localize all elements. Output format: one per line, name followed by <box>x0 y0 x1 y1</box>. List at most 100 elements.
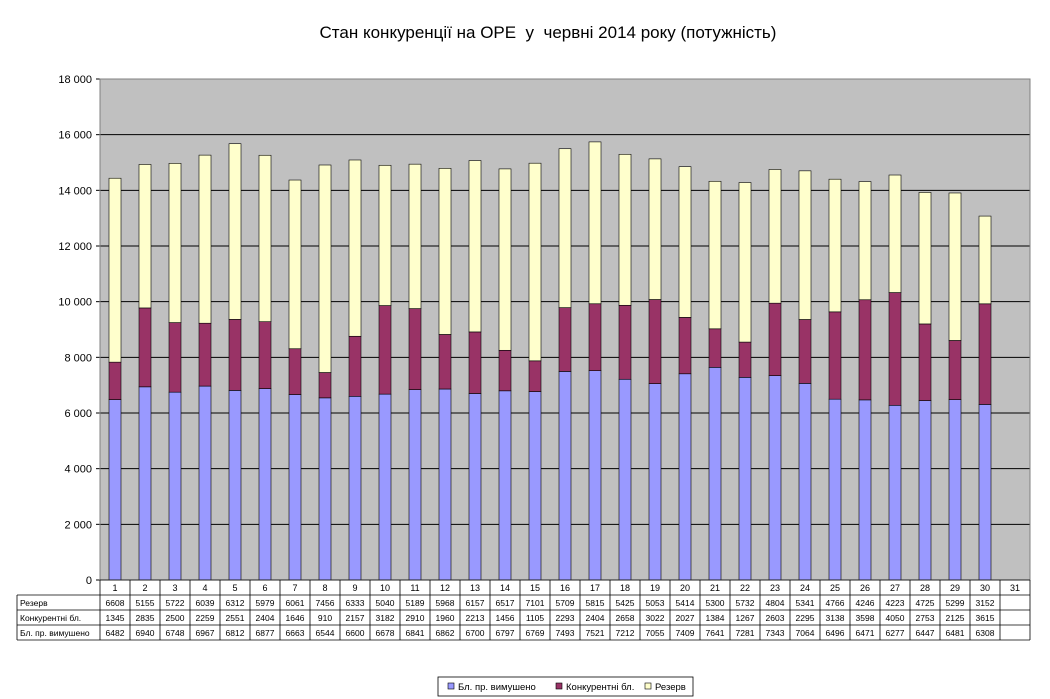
bar-segment-1 <box>528 391 542 581</box>
x-tick-label: 13 <box>470 583 480 593</box>
table-row-label: Бл. пр. вимушено <box>20 628 90 638</box>
bar-segment-3 <box>558 148 572 308</box>
legend-label: Конкурентні бл. <box>566 682 634 693</box>
bar-segment-2 <box>468 331 482 394</box>
bar-segment-3 <box>258 154 272 322</box>
y-tick-label: 14 000 <box>58 185 92 197</box>
x-tick-label: 27 <box>890 583 900 593</box>
data-label: 5979 <box>256 598 275 608</box>
data-label: 6333 <box>346 598 365 608</box>
data-label: 6663 <box>286 628 305 638</box>
bar-segment-1 <box>318 397 332 581</box>
data-label: 6797 <box>496 628 515 638</box>
bar-segment-1 <box>768 375 782 581</box>
data-label: 6940 <box>136 628 155 638</box>
x-tick-label: 19 <box>650 583 660 593</box>
data-label: 1456 <box>496 613 515 623</box>
bar-segment-2 <box>438 334 452 390</box>
data-label: 7409 <box>676 628 695 638</box>
bar-segment-1 <box>168 391 182 581</box>
x-tick-label: 3 <box>172 583 177 593</box>
data-label: 5414 <box>676 598 695 608</box>
data-label: 6877 <box>256 628 275 638</box>
data-label: 910 <box>318 613 332 623</box>
bar-segment-2 <box>198 322 212 387</box>
bar-segment-1 <box>828 398 842 581</box>
bar-segment-1 <box>798 383 812 581</box>
bar-segment-2 <box>318 372 332 399</box>
bar-segment-3 <box>708 180 722 330</box>
bar-segment-3 <box>108 177 122 363</box>
y-tick-label: 2 000 <box>64 519 92 531</box>
bar-segment-2 <box>618 304 632 380</box>
data-label: 5040 <box>376 598 395 608</box>
bar-segment-3 <box>768 169 782 304</box>
legend-box <box>437 676 694 697</box>
data-label: 6748 <box>166 628 185 638</box>
data-label: 5053 <box>646 598 665 608</box>
bar-segment-1 <box>138 386 152 581</box>
bar-segment-3 <box>438 168 452 335</box>
data-label: 2157 <box>346 613 365 623</box>
data-label: 6447 <box>916 628 935 638</box>
bar-segment-1 <box>258 388 272 581</box>
data-label: 2603 <box>766 613 785 623</box>
data-label: 7493 <box>556 628 575 638</box>
data-label: 6544 <box>316 628 335 638</box>
bar-segment-1 <box>468 393 482 581</box>
data-label: 5968 <box>436 598 455 608</box>
legend-label: Резерв <box>655 682 686 693</box>
data-label: 4223 <box>886 598 905 608</box>
data-label: 7212 <box>616 628 635 638</box>
data-label: 5425 <box>616 598 635 608</box>
bar-segment-2 <box>378 305 392 395</box>
x-tick-label: 4 <box>202 583 207 593</box>
data-label: 1646 <box>286 613 305 623</box>
data-label: 6812 <box>226 628 245 638</box>
data-label: 3138 <box>826 613 845 623</box>
x-tick-label: 28 <box>920 583 930 593</box>
data-label: 2125 <box>946 613 965 623</box>
data-label: 4766 <box>826 598 845 608</box>
y-tick-label: 10 000 <box>58 297 92 309</box>
data-label: 2404 <box>586 613 605 623</box>
bar-segment-2 <box>288 348 302 395</box>
bar-segment-3 <box>408 163 422 309</box>
x-tick-label: 10 <box>380 583 390 593</box>
bar-segment-3 <box>168 163 182 323</box>
x-tick-label: 22 <box>740 583 750 593</box>
bar-segment-3 <box>648 158 662 300</box>
data-label: 2259 <box>196 613 215 623</box>
data-label: 5709 <box>556 598 575 608</box>
bar-segment-3 <box>948 192 962 341</box>
data-label: 6481 <box>946 628 965 638</box>
bar-segment-2 <box>948 340 962 400</box>
bar-segment-1 <box>438 388 452 581</box>
bar-segment-1 <box>978 404 992 581</box>
y-tick-label: 16 000 <box>58 130 92 142</box>
legend-label: Бл. пр. вимушено <box>458 682 536 693</box>
data-label: 6308 <box>976 628 995 638</box>
x-tick-label: 9 <box>352 583 357 593</box>
y-tick-label: 12 000 <box>58 241 92 253</box>
bar-segment-2 <box>858 299 872 401</box>
bar-segment-2 <box>678 317 692 375</box>
bar-segment-3 <box>288 179 302 350</box>
data-label: 5155 <box>136 598 155 608</box>
x-tick-label: 12 <box>440 583 450 593</box>
bar-segment-2 <box>978 303 992 405</box>
data-label: 6862 <box>436 628 455 638</box>
bar-segment-1 <box>708 367 722 581</box>
legend-swatch <box>555 682 563 690</box>
bar-segment-1 <box>498 390 512 581</box>
x-tick-label: 6 <box>262 583 267 593</box>
x-tick-label: 26 <box>860 583 870 593</box>
y-tick-label: 4 000 <box>64 464 92 476</box>
data-label: 1384 <box>706 613 725 623</box>
legend-swatch <box>447 682 455 690</box>
bar-segment-2 <box>408 308 422 390</box>
data-label: 7343 <box>766 628 785 638</box>
x-tick-label: 29 <box>950 583 960 593</box>
bar-segment-2 <box>738 341 752 378</box>
